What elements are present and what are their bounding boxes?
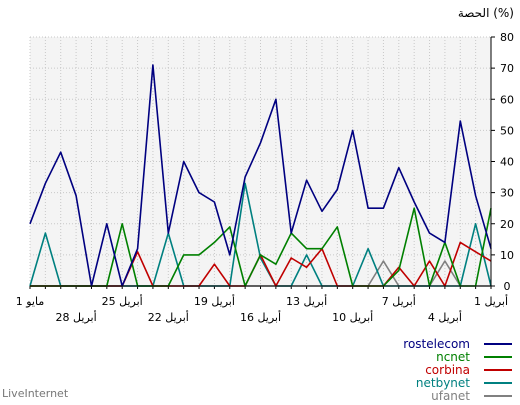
y-axis-ticks: 0 10 20 30 40 50 60 70 80 <box>491 31 514 293</box>
x-tick-label: 1 مايو <box>16 295 45 308</box>
x-tick-label: 13 أبريل <box>286 294 327 308</box>
y-tick-label: 80 <box>500 31 514 44</box>
x-tick-label: 10 أبريل <box>332 310 373 324</box>
y-axis-label: الحصة (%) <box>458 6 514 20</box>
legend-label-rostelecom: rostelecom <box>403 337 470 351</box>
x-axis-ticks: 1 مايو 25 أبريل 19 أبريل 13 أبريل 7 أبريل 1 أ… <box>16 286 508 324</box>
legend-label-ufanet: ufanet <box>431 389 470 403</box>
y-tick-label: 60 <box>500 93 514 106</box>
y-tick-label: 30 <box>500 187 514 200</box>
legend-label-corbina: corbina <box>425 363 470 377</box>
x-tick-label: 22 أبريل <box>148 310 189 324</box>
y-tick-label: 10 <box>500 249 514 262</box>
x-tick-label: 25 أبريل <box>102 294 143 308</box>
y-tick-label: 50 <box>500 124 514 137</box>
series-line-rostelecom <box>29 64 492 287</box>
y-tick-label: 0 <box>504 280 511 293</box>
y-tick-label: 40 <box>500 156 514 169</box>
legend-label-ncnet: ncnet <box>436 350 470 364</box>
x-tick-label: 19 أبريل <box>194 294 235 308</box>
brand-label: LiveInternet <box>2 387 69 400</box>
x-tick-label: 16 أبريل <box>240 310 281 324</box>
x-tick-label: 1 أبريل <box>474 294 508 308</box>
x-tick-label: 4 أبريل <box>428 310 462 324</box>
x-tick-label: 28 أبريل <box>56 310 97 324</box>
y-tick-label: 70 <box>500 62 514 75</box>
legend-label-netbynet: netbynet <box>416 376 470 390</box>
x-tick-label: 7 أبريل <box>382 294 416 308</box>
y-tick-label: 20 <box>500 218 514 231</box>
